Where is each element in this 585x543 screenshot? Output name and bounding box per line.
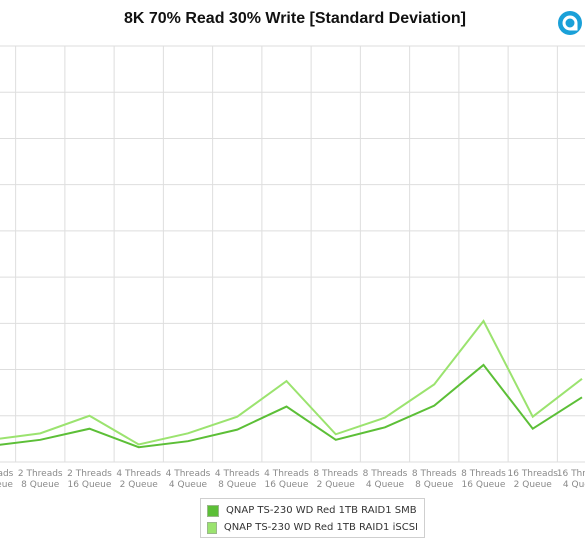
x-tick-label: 4 Threads 4 Queue <box>166 469 211 490</box>
x-tick-label: 16 Threads 2 Queue <box>508 469 559 490</box>
x-tick-label: 4 Threads 16 Queue <box>264 469 309 490</box>
x-tick-label: 2 Threads 8 Queue <box>18 469 63 490</box>
chart-title: 8K 70% Read 30% Write [Standard Deviatio… <box>123 10 467 27</box>
x-tick-label: 8 Threads 4 Queue <box>363 469 408 490</box>
series-line-smb[interactable] <box>0 363 583 449</box>
x-tick-label: 4 Threads 8 Queue <box>215 469 260 490</box>
x-tick-label: 4 Threads 2 Queue <box>116 469 161 490</box>
x-tick-label: 8 Threads 2 Queue <box>313 469 358 490</box>
x-tick-label: 8 Threads 8 Queue <box>412 469 457 490</box>
legend-label-smb: QNAP TS-230 WD Red 1TB RAID1 SMB <box>226 505 417 516</box>
legend-label-iscsi: QNAP TS-230 WD Red 1TB RAID1 iSCSI <box>223 522 418 533</box>
x-tick-label: 2 Threads 16 Queue <box>67 469 112 490</box>
series-line-iscsi[interactable] <box>0 319 583 446</box>
legend-swatch-iscsi <box>207 521 217 534</box>
legend-item-iscsi[interactable]: QNAP TS-230 WD Red 1TB RAID1 iSCSI <box>207 519 418 536</box>
legend-swatch-smb <box>207 504 219 517</box>
grid-lines <box>0 45 585 463</box>
legend-item-smb[interactable]: QNAP TS-230 WD Red 1TB RAID1 SMB <box>207 502 418 519</box>
chart-legend: QNAP TS-230 WD Red 1TB RAID1 SMB QNAP TS… <box>200 498 425 538</box>
circular-arrow-logo-icon <box>558 11 582 35</box>
series-lines <box>0 319 583 449</box>
x-tick-label: 8 Threads 16 Queue <box>461 469 506 490</box>
